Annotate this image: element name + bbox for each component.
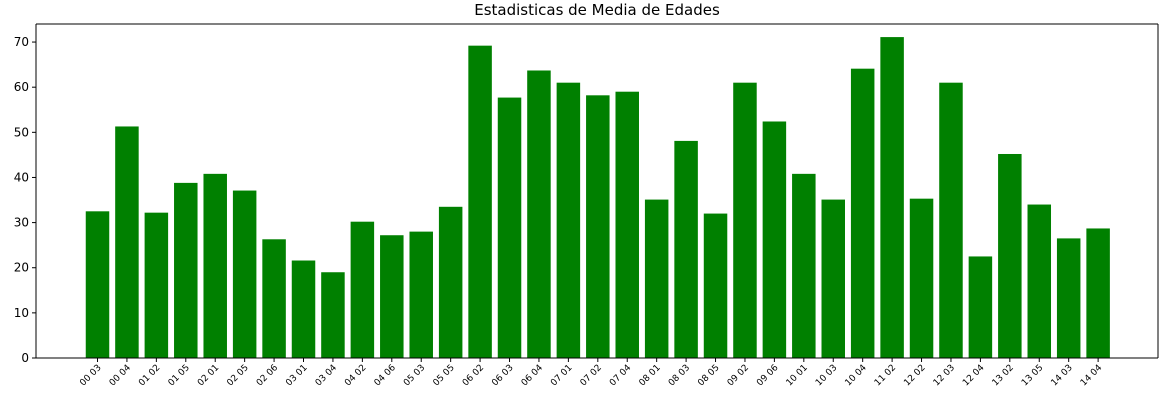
x-tick-label: 09 02 [726, 363, 751, 388]
x-tick-label: 04 06 [373, 363, 398, 388]
x-tick-label: 09 06 [755, 363, 780, 388]
bar-08-01 [644, 199, 669, 358]
bar-13-02 [998, 153, 1022, 358]
bar-00-03 [85, 211, 110, 358]
bar-11-02 [880, 37, 904, 359]
x-tick-label: 12 03 [932, 363, 957, 388]
bar-10-03 [821, 199, 845, 358]
bar-01-02 [144, 212, 169, 358]
x-tick-label: 10 04 [844, 363, 869, 388]
chart-title: Estadisticas de Media de Edades [474, 1, 720, 19]
x-tick-label: 05 03 [402, 363, 427, 388]
x-tick-label: 13 02 [991, 363, 1016, 388]
y-tick-label: 40 [14, 170, 29, 184]
y-axis: 0 10 20 30 40 50 60 70 [14, 35, 36, 365]
x-tick-label: 08 01 [638, 363, 663, 388]
x-tick-label: 04 02 [343, 363, 368, 388]
x-tick-label: 11 02 [873, 363, 898, 388]
bar-05-03 [409, 231, 433, 358]
bar-08-03 [674, 140, 698, 358]
y-tick-label: 10 [14, 306, 29, 320]
x-tick-label: 07 01 [549, 363, 574, 388]
x-tick-label: 00 03 [78, 363, 103, 388]
x-tick-label: 08 03 [667, 363, 692, 388]
y-tick-label: 0 [21, 351, 29, 365]
x-tick-label: 06 02 [461, 363, 486, 388]
x-tick-label: 07 02 [579, 363, 604, 388]
x-tick-label: 02 05 [225, 363, 250, 388]
x-axis: 00 03 00 04 01 02 01 05 02 01 02 05 02 06 03 01… [78, 358, 1104, 388]
bar-06-03 [497, 97, 522, 358]
bar-09-06 [762, 121, 787, 359]
x-tick-label: 03 04 [314, 363, 339, 388]
x-tick-label: 01 02 [137, 363, 162, 388]
bars-group [85, 37, 1110, 359]
bar-06-02 [468, 45, 492, 358]
bar-07-01 [556, 82, 581, 359]
bar-14-03 [1056, 238, 1081, 358]
bar-04-02 [350, 221, 375, 358]
x-tick-label: 14 04 [1079, 363, 1104, 388]
plot-frame [35, 23, 1159, 359]
bar-12-02 [909, 198, 934, 358]
bar-07-02 [586, 95, 610, 358]
x-tick-label: 14 03 [1050, 363, 1075, 388]
x-tick-label: 03 01 [284, 363, 309, 388]
x-tick-label: 12 02 [902, 363, 927, 388]
x-tick-label: 02 06 [255, 363, 280, 388]
x-tick-label: 00 04 [108, 363, 133, 388]
bar-01-05 [174, 182, 198, 358]
bar-02-01 [203, 173, 227, 358]
y-tick-label: 60 [14, 80, 29, 94]
bar-00-04 [115, 126, 139, 359]
bar-05-05 [438, 206, 463, 358]
x-tick-label: 08 05 [696, 363, 721, 388]
bar-12-04 [968, 256, 993, 358]
y-tick-label: 70 [14, 35, 29, 49]
x-tick-label: 05 05 [431, 363, 456, 388]
bar-03-04 [321, 272, 345, 358]
bar-13-05 [1027, 204, 1052, 358]
bar-06-04 [527, 70, 551, 359]
bar-03-01 [291, 260, 316, 358]
bar-10-01 [792, 173, 816, 358]
x-tick-label: 06 03 [490, 363, 515, 388]
x-tick-label: 13 05 [1020, 363, 1045, 388]
bar-09-02 [733, 82, 757, 359]
y-tick-label: 20 [14, 261, 29, 275]
x-tick-label: 10 03 [814, 363, 839, 388]
x-tick-label: 12 04 [961, 363, 986, 388]
bar-07-04 [615, 91, 639, 358]
bar-02-06 [262, 239, 286, 358]
x-tick-label: 07 04 [608, 363, 633, 388]
bar-12-03 [939, 82, 963, 359]
x-tick-label: 06 04 [520, 363, 545, 388]
y-tick-label: 50 [14, 125, 29, 139]
x-tick-label: 01 05 [167, 363, 192, 388]
y-tick-label: 30 [14, 216, 29, 230]
x-tick-label: 10 01 [785, 363, 810, 388]
bar-08-05 [703, 213, 728, 358]
bar-04-06 [380, 235, 404, 358]
bar-02-05 [232, 190, 257, 358]
bar-14-04 [1086, 228, 1110, 358]
bar-10-04 [850, 68, 875, 359]
x-tick-label: 02 01 [196, 363, 221, 388]
